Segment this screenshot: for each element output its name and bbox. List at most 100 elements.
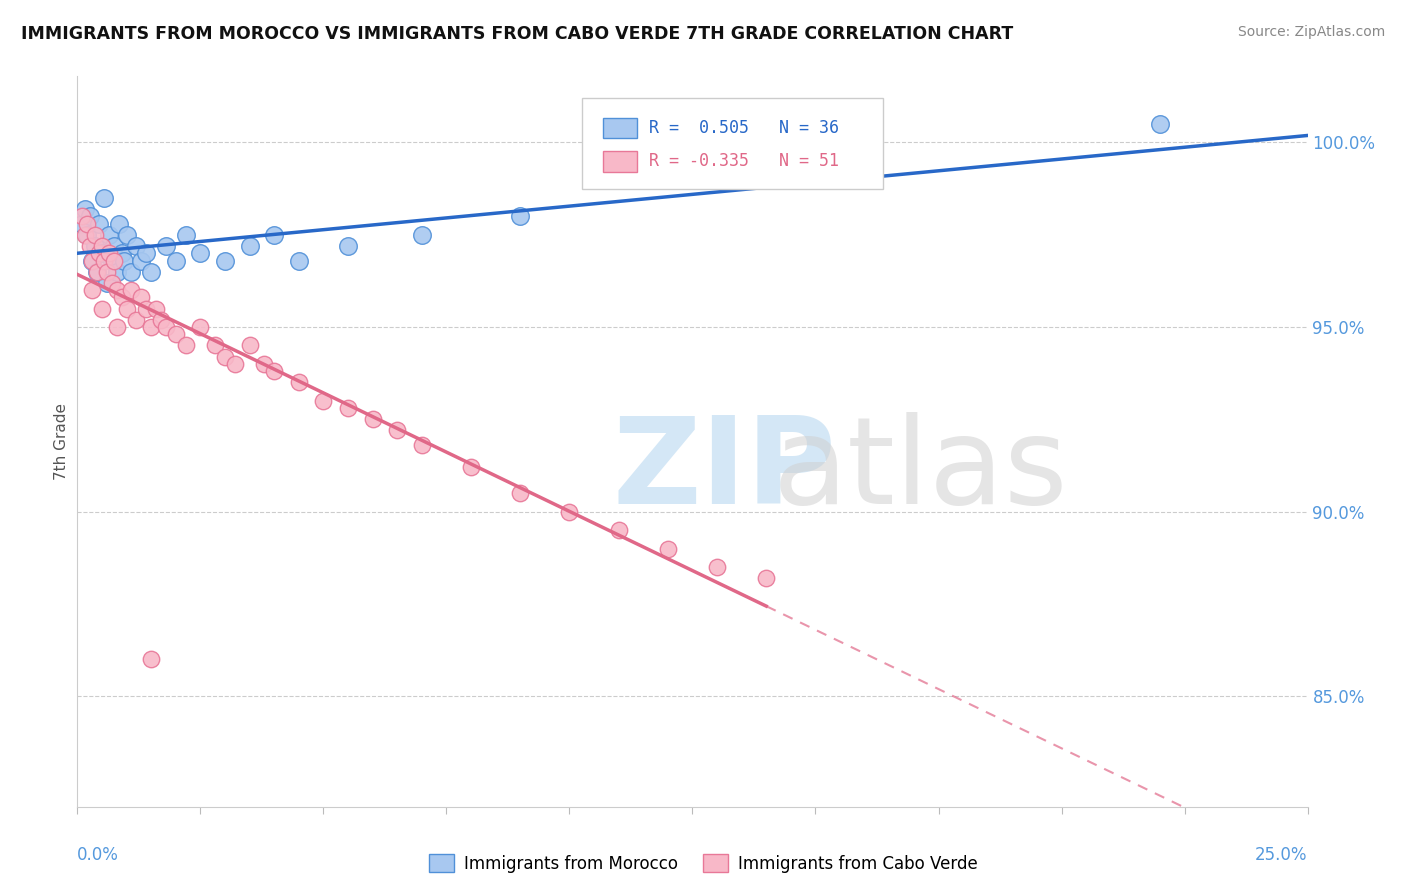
Point — [155, 239, 177, 253]
Point — [73, 227, 96, 242]
Point — [239, 239, 262, 253]
Point — [135, 246, 157, 260]
Text: R =  0.505   N = 36: R = 0.505 N = 36 — [650, 119, 839, 136]
Point — [239, 338, 262, 352]
Point — [337, 239, 360, 253]
Point — [288, 253, 311, 268]
Point — [155, 320, 177, 334]
Point — [165, 253, 187, 268]
Point — [76, 217, 98, 231]
Point — [105, 320, 128, 334]
Y-axis label: 7th Grade: 7th Grade — [53, 403, 69, 480]
Text: IMMIGRANTS FROM MOROCCO VS IMMIGRANTS FROM CABO VERDE 7TH GRADE CORRELATION CHAR: IMMIGRANTS FROM MOROCCO VS IMMIGRANTS FR… — [21, 25, 1014, 43]
Text: atlas: atlas — [772, 412, 1069, 529]
Point — [141, 652, 163, 666]
Text: R = -0.335   N = 51: R = -0.335 N = 51 — [650, 153, 839, 170]
Point — [165, 327, 187, 342]
Point — [1149, 117, 1171, 131]
Text: ZIP: ZIP — [613, 412, 837, 529]
Point — [214, 253, 236, 268]
Point — [70, 209, 93, 223]
Point — [174, 338, 197, 352]
Point — [90, 239, 114, 253]
Point — [98, 227, 121, 242]
Point — [108, 217, 131, 231]
Point — [93, 253, 115, 268]
Point — [204, 338, 226, 352]
Point — [150, 312, 173, 326]
FancyBboxPatch shape — [582, 98, 883, 189]
Point — [115, 301, 138, 316]
Point — [657, 541, 679, 556]
Bar — [603, 118, 637, 138]
Point — [253, 357, 276, 371]
Point — [188, 246, 212, 260]
Point — [135, 301, 157, 316]
Point — [263, 364, 285, 378]
Point — [706, 560, 728, 574]
Point — [93, 191, 115, 205]
Point — [103, 253, 125, 268]
Point — [224, 357, 246, 371]
Point — [312, 393, 335, 408]
Point — [111, 290, 132, 304]
Point — [90, 246, 114, 260]
Point — [129, 253, 153, 268]
Text: 25.0%: 25.0% — [1256, 847, 1308, 864]
Point — [76, 227, 98, 242]
Point — [83, 239, 105, 253]
Point — [112, 253, 135, 268]
Point — [141, 264, 163, 278]
Point — [83, 227, 105, 242]
Legend: Immigrants from Morocco, Immigrants from Cabo Verde: Immigrants from Morocco, Immigrants from… — [422, 847, 984, 880]
Point — [174, 227, 197, 242]
Text: Source: ZipAtlas.com: Source: ZipAtlas.com — [1237, 25, 1385, 39]
Point — [214, 350, 236, 364]
Point — [105, 283, 128, 297]
Point — [385, 424, 409, 438]
Point — [103, 239, 125, 253]
Point — [82, 253, 104, 268]
Point — [509, 209, 531, 223]
Point — [98, 246, 121, 260]
Point — [188, 320, 212, 334]
Point — [96, 276, 118, 290]
Point — [121, 283, 143, 297]
Point — [82, 283, 104, 297]
Point — [460, 460, 482, 475]
Point — [89, 217, 111, 231]
Point — [361, 412, 384, 426]
Point — [145, 301, 167, 316]
Bar — [603, 151, 637, 171]
Point — [141, 320, 163, 334]
Point — [73, 202, 96, 216]
Point — [125, 239, 148, 253]
Point — [82, 253, 104, 268]
Point — [125, 312, 148, 326]
Point — [105, 264, 128, 278]
Point — [263, 227, 285, 242]
Point — [86, 264, 108, 278]
Point — [111, 246, 132, 260]
Point — [607, 523, 630, 537]
Point — [101, 276, 124, 290]
Point — [79, 239, 101, 253]
Point — [89, 246, 111, 260]
Point — [79, 209, 101, 223]
Text: 0.0%: 0.0% — [77, 847, 120, 864]
Point — [129, 290, 153, 304]
Point — [121, 264, 143, 278]
Point — [755, 571, 778, 585]
Point — [90, 301, 114, 316]
Point — [558, 505, 581, 519]
Point — [288, 376, 311, 390]
Point — [86, 264, 108, 278]
Point — [115, 227, 138, 242]
Point — [101, 253, 124, 268]
Point — [509, 486, 531, 500]
Point — [70, 217, 93, 231]
Point — [337, 401, 360, 416]
Point — [96, 264, 118, 278]
Point — [411, 438, 433, 452]
Point — [411, 227, 433, 242]
